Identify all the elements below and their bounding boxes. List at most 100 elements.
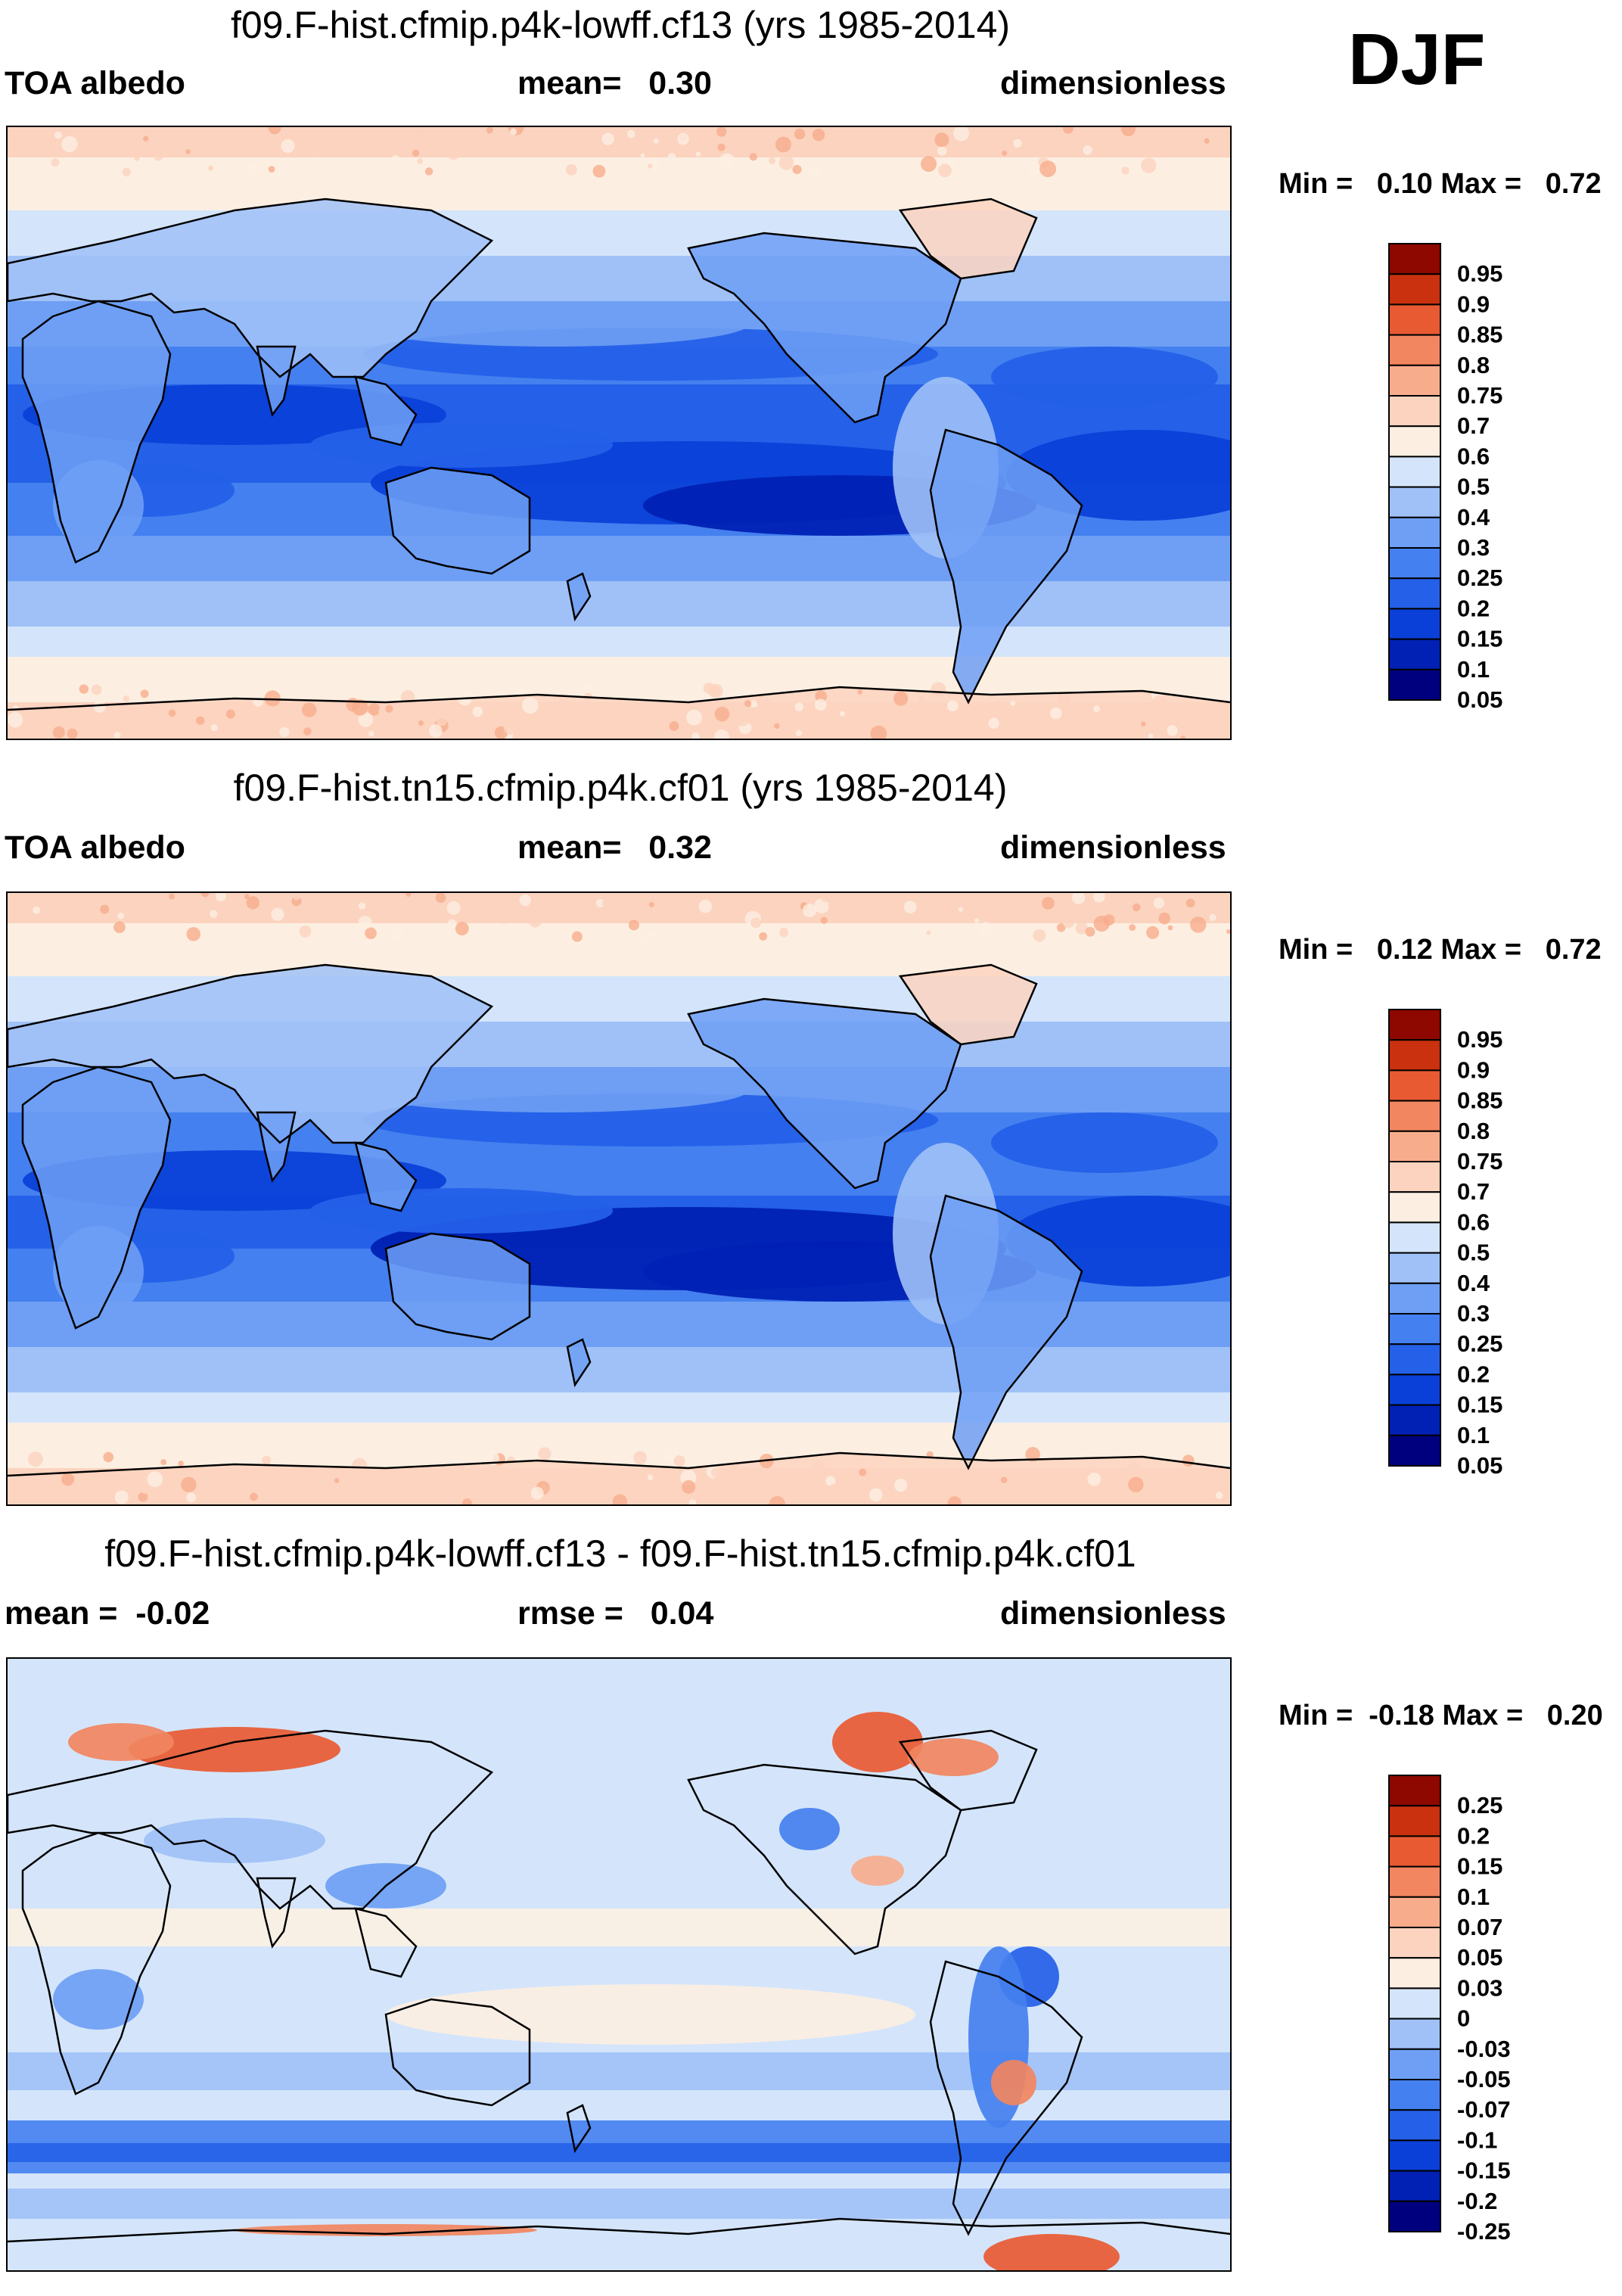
- field-speckle: [134, 155, 140, 161]
- field-band: [8, 1347, 1230, 1392]
- colorbar-swatch: [1388, 2109, 1441, 2142]
- colorbar-tick-label: 0.3: [1457, 1300, 1490, 1327]
- field-band: [8, 1392, 1230, 1423]
- field-speckle: [293, 893, 301, 901]
- field-speckle: [1158, 912, 1170, 925]
- field-speckle: [1226, 929, 1230, 935]
- field-speckle: [435, 893, 446, 904]
- field-speckle: [648, 930, 656, 938]
- field-speckle: [1027, 161, 1041, 176]
- coastline: [898, 198, 1038, 280]
- field-speckle: [238, 725, 247, 734]
- field-speckle: [1148, 733, 1154, 739]
- field-speckle: [351, 698, 368, 716]
- field-speckle: [358, 916, 372, 929]
- land-field: [8, 965, 492, 1143]
- field-speckle: [839, 711, 845, 717]
- field-speckle: [894, 1479, 908, 1492]
- field-speckle: [1121, 127, 1136, 137]
- field-speckle: [673, 1455, 685, 1467]
- field-speckle: [67, 728, 78, 739]
- colorbar-swatch: [1388, 1069, 1441, 1102]
- coastline: [354, 1141, 418, 1212]
- field-speckle: [1128, 1476, 1144, 1493]
- map-plot: [6, 1657, 1232, 2272]
- variable-label: TOA albedo: [5, 829, 185, 866]
- field-speckle: [1063, 127, 1074, 134]
- land-field: [8, 687, 1230, 739]
- field-speckle: [250, 1492, 258, 1501]
- min-max-label: Min = 0.10 Max = 0.72: [1279, 168, 1602, 200]
- field-speckle: [612, 1494, 628, 1504]
- field-speckle: [1216, 1467, 1230, 1482]
- colorbar-tick-label: 0.1: [1457, 1884, 1490, 1910]
- colorbar-tick-label: 0.95: [1457, 1026, 1502, 1053]
- coastline: [566, 572, 592, 622]
- field-speckle: [918, 695, 924, 702]
- field-speckle: [820, 893, 832, 903]
- coastline: [8, 198, 494, 378]
- field-speckle: [592, 164, 606, 178]
- field-speckle: [399, 898, 409, 908]
- colorbar-swatch: [1388, 1221, 1441, 1254]
- field-speckle: [113, 921, 126, 934]
- colorbar-tick-label: 0.03: [1457, 1974, 1502, 2001]
- field-speckle: [88, 1482, 103, 1497]
- field-speckle: [262, 1455, 272, 1465]
- map-field: [8, 893, 1230, 1504]
- colorbar-swatch: [1388, 1987, 1441, 2020]
- variable-label: TOA albedo: [5, 65, 185, 101]
- coastline: [8, 963, 494, 1144]
- colorbar-swatches: 0.95 0.9 0.85 0.8 0.75 0.7 0.6 0.5 0.4 0.3 0.25 0.2…: [1388, 1009, 1502, 1479]
- field-speckle: [530, 1486, 544, 1500]
- field-speckle: [418, 720, 424, 726]
- field-speckle: [601, 132, 614, 146]
- colorbar-tick-label: -0.2: [1457, 2188, 1497, 2214]
- field-speckle: [688, 1499, 697, 1504]
- field-speckle: [686, 709, 703, 726]
- field-speckle: [1179, 1475, 1186, 1482]
- field-speckle: [974, 918, 980, 923]
- field-speckle: [682, 1479, 696, 1494]
- field-speckle: [937, 146, 947, 156]
- field-speckle: [1103, 914, 1115, 926]
- colorbar-swatch: [1388, 486, 1441, 518]
- field-speckle: [215, 893, 226, 902]
- colorbar-swatch: [1388, 1805, 1441, 1837]
- field-speckle: [815, 690, 827, 702]
- field-speckle: [714, 706, 730, 722]
- coastline: [929, 1960, 1083, 2236]
- field-speckle: [1075, 922, 1088, 935]
- colorbar-tick-label: 0.6: [1457, 443, 1490, 469]
- field-speckle: [1030, 726, 1046, 739]
- colorbar-tick-label: 0.07: [1457, 1914, 1502, 1940]
- min-max-label: Min = 0.12 Max = 0.72: [1279, 934, 1602, 966]
- field-speckle: [918, 1492, 932, 1504]
- field-speckle: [716, 127, 727, 137]
- colorbar: 0.95 0.9 0.85 0.8 0.75 0.7 0.6 0.5 0.4 0.3 0.25 0.2…: [1388, 243, 1540, 736]
- field-speckle: [1146, 926, 1160, 939]
- field-speckle: [1167, 925, 1173, 931]
- field-contour: [53, 1969, 144, 2030]
- field-speckle: [416, 1498, 426, 1504]
- colorbar-tick-label: 0.4: [1457, 1270, 1490, 1296]
- field-speckle: [868, 1488, 883, 1502]
- field-speckle: [8, 712, 23, 728]
- field-contour: [832, 1712, 923, 1772]
- field-speckle: [395, 724, 409, 739]
- land-field: [8, 1453, 1230, 1504]
- field-speckle: [1209, 913, 1216, 921]
- field-speckle: [263, 893, 278, 901]
- field-speckle: [1196, 1472, 1205, 1481]
- field-speckle: [654, 1486, 661, 1492]
- field-speckle: [1127, 140, 1134, 147]
- colorbar-swatch: [1388, 1100, 1441, 1132]
- field-speckle: [952, 127, 969, 142]
- field-speckle: [601, 898, 611, 908]
- field-speckle: [1141, 721, 1146, 727]
- field-speckle: [385, 705, 393, 713]
- colorbar-swatch: [1388, 1252, 1441, 1284]
- coastline: [256, 345, 297, 417]
- field-speckle: [1063, 903, 1077, 916]
- field-speckle: [774, 723, 780, 729]
